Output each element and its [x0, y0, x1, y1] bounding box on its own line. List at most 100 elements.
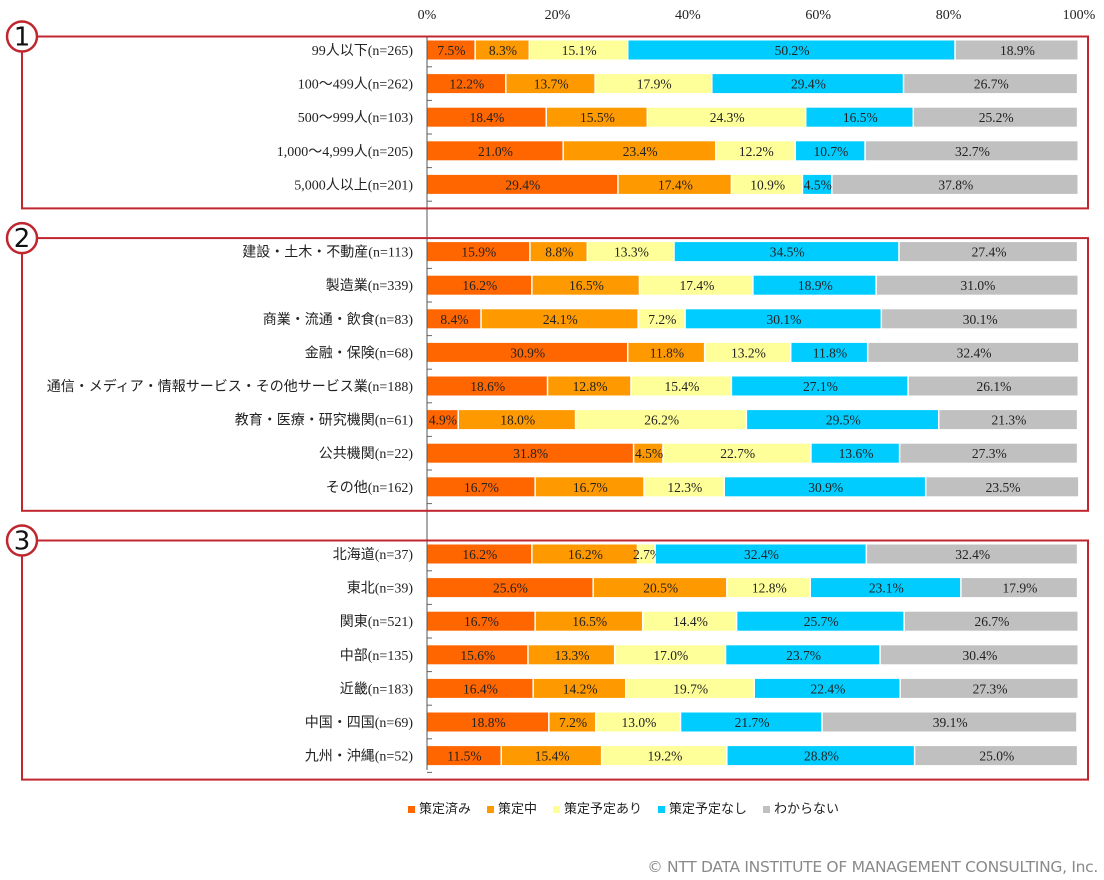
data-label: 7.5% [437, 43, 465, 58]
data-label: 34.5% [770, 245, 805, 260]
data-label: 29.4% [791, 77, 826, 92]
data-label: 30.1% [767, 312, 802, 327]
bar-segment [663, 443, 811, 463]
bar-segment [533, 678, 626, 698]
data-label: 17.9% [637, 77, 672, 92]
data-label: 37.8% [938, 177, 973, 192]
bar-segment [732, 376, 908, 396]
data-label: 22.4% [811, 681, 846, 696]
group-number: 1 [14, 23, 31, 53]
bar-segment [427, 746, 501, 766]
data-label: 30.9% [808, 480, 843, 495]
data-label: 18.6% [470, 379, 505, 394]
bar-segment [726, 645, 880, 665]
data-label: 27.4% [972, 245, 1007, 260]
bar-segment [822, 712, 1077, 732]
x-tick-label: 80% [936, 8, 962, 23]
data-label: 4.5% [804, 177, 832, 192]
data-label: 16.5% [569, 278, 604, 293]
group-box [21, 237, 1089, 512]
group-box [21, 35, 1089, 210]
bar-segment [638, 309, 685, 329]
category-label: 製造業(n=339) [326, 278, 414, 294]
data-label: 31.0% [961, 278, 996, 293]
group-box [21, 539, 1089, 781]
bar-segment [939, 410, 1077, 430]
bar-segment [643, 611, 736, 631]
bar-segment [532, 275, 639, 295]
data-label: 11.8% [650, 345, 684, 360]
data-label: 16.2% [568, 547, 603, 562]
category-label: 5,000人以上(n=201) [294, 177, 413, 193]
bar-segment [867, 544, 1077, 564]
data-label: 7.2% [559, 715, 587, 730]
data-label: 8.3% [489, 43, 517, 58]
bar-segment [532, 544, 637, 564]
data-label: 27.3% [972, 446, 1007, 461]
bar-segment [900, 443, 1077, 463]
data-label: 26.2% [644, 413, 679, 428]
bar-segment [712, 74, 903, 94]
bar-segment [530, 242, 587, 262]
category-label: 中国・四国(n=69) [305, 715, 414, 731]
data-label: 13.3% [614, 245, 649, 260]
data-label: 15.6% [460, 648, 495, 663]
bar-segment [427, 74, 506, 94]
bar-segment [427, 40, 475, 60]
bar-segment [901, 678, 1078, 698]
category-label: 公共機関(n=22) [319, 446, 414, 462]
data-label: 7.2% [648, 312, 676, 327]
category-label: 教育・医療・研究機関(n=61) [235, 412, 414, 429]
data-label: 13.0% [621, 715, 656, 730]
data-label: 8.4% [440, 312, 468, 327]
category-label: 建設・土木・不動産(n=113) [242, 245, 413, 261]
bar-segment [535, 611, 642, 631]
data-label: 15.1% [562, 43, 597, 58]
bar-segment [727, 746, 914, 766]
data-label: 23.5% [986, 480, 1021, 495]
data-label: 50.2% [775, 43, 810, 58]
data-label: 28.8% [804, 749, 839, 764]
bar-segment [548, 376, 631, 396]
data-label: 24.3% [710, 110, 745, 125]
bar-segment [806, 107, 913, 127]
data-label: 25.7% [804, 614, 839, 629]
data-label: 17.4% [658, 177, 693, 192]
data-label: 27.1% [803, 379, 838, 394]
data-label: 8.8% [545, 245, 573, 260]
data-label: 18.9% [798, 278, 833, 293]
category-label: 500～999人(n=103) [298, 110, 414, 126]
data-label: 30.4% [962, 648, 997, 663]
bar-segment [880, 645, 1078, 665]
bar-segment [427, 578, 593, 598]
bar-segment [618, 174, 731, 194]
bar-segment [640, 275, 753, 295]
data-label: 15.4% [664, 379, 699, 394]
bar-segment [747, 410, 938, 430]
group-number-badge [5, 221, 39, 255]
bar-segment [926, 477, 1079, 497]
category-label: 99人以下(n=265) [312, 43, 414, 59]
data-label: 2.7% [633, 547, 661, 562]
data-label: 17.9% [1003, 581, 1038, 596]
data-label: 10.9% [750, 177, 785, 192]
data-label: 18.8% [471, 715, 506, 730]
data-label: 17.0% [653, 648, 688, 663]
data-label: 17.4% [679, 278, 714, 293]
data-label: 13.2% [731, 345, 766, 360]
bar-segment [481, 309, 638, 329]
data-label: 19.7% [673, 681, 708, 696]
category-label: 金融・保険(n=68) [305, 345, 414, 361]
data-label: 21.3% [991, 413, 1026, 428]
bar-segment [915, 746, 1077, 766]
data-label: 26.7% [975, 614, 1010, 629]
bar-segment [904, 611, 1078, 631]
data-label: 25.0% [979, 749, 1014, 764]
data-label: 31.8% [513, 446, 548, 461]
legend-swatch [763, 806, 770, 813]
bar-segment [832, 174, 1078, 194]
data-label: 30.9% [510, 345, 545, 360]
data-label: 15.4% [535, 749, 570, 764]
bar-segment [628, 40, 955, 60]
data-label: 10.7% [813, 144, 848, 159]
